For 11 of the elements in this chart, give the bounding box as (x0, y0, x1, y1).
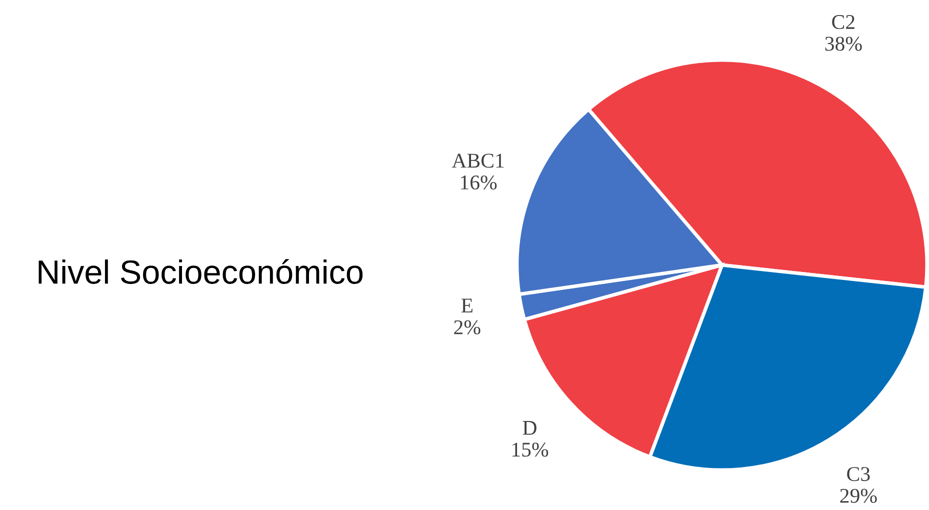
data-label: 38% (825, 36, 862, 51)
data-label: 29% (840, 488, 877, 503)
slice-label: ABC1 (452, 154, 504, 168)
text: Nivel Socioeconómico (38, 259, 363, 284)
data-label: 2% (454, 320, 480, 334)
slice-label: D (522, 421, 536, 435)
data-label: 16% (461, 175, 497, 190)
data-label: 15% (512, 442, 548, 457)
slice-label: C2 (832, 15, 854, 30)
slice-label: C3 (847, 467, 870, 482)
slice-label: E (461, 298, 472, 312)
